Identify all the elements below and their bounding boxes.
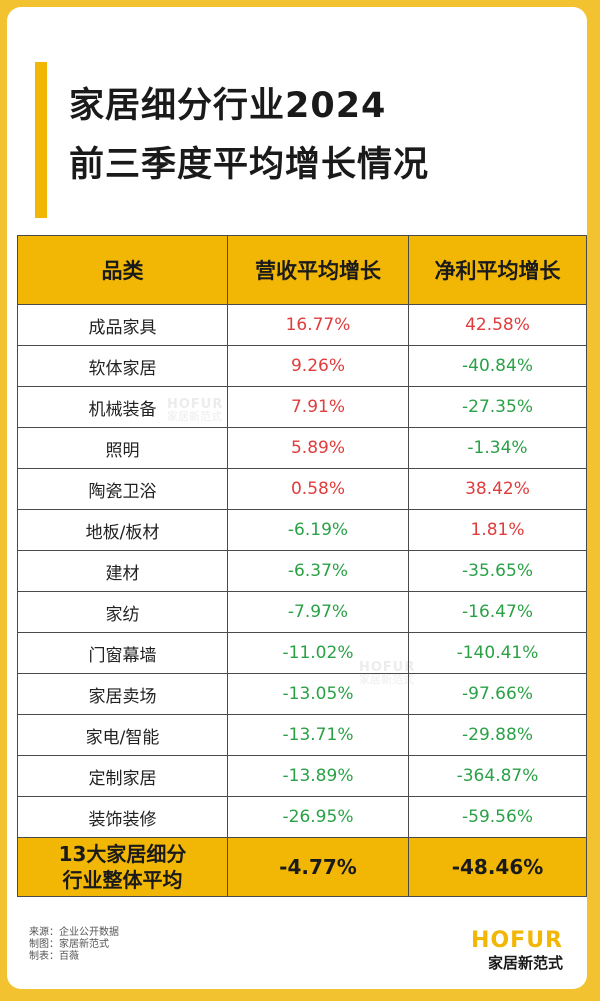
profit-cell: -29.88% xyxy=(408,714,587,756)
category-cell: 建材 xyxy=(17,550,228,592)
profit-cell: -40.84% xyxy=(408,345,587,387)
header-revenue: 营收平均增长 xyxy=(227,235,409,305)
revenue-cell: -6.37% xyxy=(227,550,409,592)
table-row: 家电/智能 -13.71% -29.88% xyxy=(17,714,587,756)
profit-cell: 1.81% xyxy=(408,509,587,551)
table-row: 机械装备 7.91% -27.35% xyxy=(17,386,587,428)
table-by-note: 制表：百薇 xyxy=(29,951,79,962)
table-row: 定制家居 -13.89% -364.87% xyxy=(17,755,587,797)
category-cell: 软体家居 xyxy=(17,345,228,387)
table-row: 地板/板材 -6.19% 1.81% xyxy=(17,509,587,551)
category-cell: 家电/智能 xyxy=(17,714,228,756)
table-row: 成品家具 16.77% 42.58% xyxy=(17,304,587,346)
table-row: 照明 5.89% -1.34% xyxy=(17,427,587,469)
revenue-cell: -26.95% xyxy=(227,796,409,838)
profit-cell: -140.41% xyxy=(408,632,587,674)
table-row: 陶瓷卫浴 0.58% 38.42% xyxy=(17,468,587,510)
profit-cell: -35.65% xyxy=(408,550,587,592)
table-total-row: 13大家居细分 行业整体平均 -4.77% -48.46% xyxy=(17,837,587,897)
profit-cell: -27.35% xyxy=(408,386,587,428)
category-cell: 定制家居 xyxy=(17,755,228,797)
revenue-cell: 0.58% xyxy=(227,468,409,510)
category-cell: 门窗幕墙 xyxy=(17,632,228,674)
category-cell: 家居卖场 xyxy=(17,673,228,715)
revenue-cell: 7.91% xyxy=(227,386,409,428)
total-label-line-1: 13大家居细分 xyxy=(58,842,187,866)
revenue-cell: -13.71% xyxy=(227,714,409,756)
header-profit: 净利平均增长 xyxy=(408,235,587,305)
table-row: 家纺 -7.97% -16.47% xyxy=(17,591,587,633)
revenue-cell: -11.02% xyxy=(227,632,409,674)
table-row: 建材 -6.37% -35.65% xyxy=(17,550,587,592)
source-note: 来源：企业公开数据 xyxy=(29,927,119,938)
category-cell: 家纺 xyxy=(17,591,228,633)
total-label-line-2: 行业整体平均 xyxy=(62,868,183,892)
total-label: 13大家居细分 行业整体平均 xyxy=(17,837,228,897)
revenue-cell: 5.89% xyxy=(227,427,409,469)
total-profit: -48.46% xyxy=(408,837,587,897)
chart-by-note: 制图：家居新范式 xyxy=(29,939,109,950)
category-cell: 成品家具 xyxy=(17,304,228,346)
revenue-cell: -13.89% xyxy=(227,755,409,797)
profit-cell: -59.56% xyxy=(408,796,587,838)
revenue-cell: -13.05% xyxy=(227,673,409,715)
category-cell: 陶瓷卫浴 xyxy=(17,468,228,510)
revenue-cell: 16.77% xyxy=(227,304,409,346)
category-cell: 装饰装修 xyxy=(17,796,228,838)
header-category: 品类 xyxy=(17,235,228,305)
revenue-cell: -7.97% xyxy=(227,591,409,633)
table-row: 装饰装修 -26.95% -59.56% xyxy=(17,796,587,838)
logo-sub: 家居新范式 xyxy=(487,954,563,972)
category-cell: 地板/板材 xyxy=(17,509,228,551)
title-accent-bar xyxy=(35,62,47,218)
profit-cell: -364.87% xyxy=(408,755,587,797)
footer-notes: 来源：企业公开数据 制图：家居新范式 制表：百薇 xyxy=(29,927,119,963)
table-header-row: 品类 营收平均增长 净利平均增长 xyxy=(17,235,587,305)
page-title: 家居细分行业2024 前三季度平均增长情况 xyxy=(69,77,429,195)
brand-logo: HOFUR 家居新范式 xyxy=(471,929,563,973)
total-revenue: -4.77% xyxy=(227,837,409,897)
logo-mark: HOFUR xyxy=(471,928,563,953)
title-line-2: 前三季度平均增长情况 xyxy=(69,145,430,185)
profit-cell: -1.34% xyxy=(408,427,587,469)
profit-cell: -16.47% xyxy=(408,591,587,633)
poster-card: 家居细分行业2024 前三季度平均增长情况 HOFUR 家居新范式 HOFUR … xyxy=(7,7,587,989)
profit-cell: 38.42% xyxy=(408,468,587,510)
table-row: 软体家居 9.26% -40.84% xyxy=(17,345,587,387)
growth-table: 品类 营收平均增长 净利平均增长 成品家具 16.77% 42.58% 软体家居 9.2… xyxy=(17,235,587,897)
revenue-cell: 9.26% xyxy=(227,345,409,387)
category-cell: 机械装备 xyxy=(17,386,228,428)
title-line-1: 家居细分行业2024 xyxy=(69,86,387,126)
revenue-cell: -6.19% xyxy=(227,509,409,551)
table-row: 门窗幕墙 -11.02% -140.41% xyxy=(17,632,587,674)
category-cell: 照明 xyxy=(17,427,228,469)
profit-cell: -97.66% xyxy=(408,673,587,715)
table-row: 家居卖场 -13.05% -97.66% xyxy=(17,673,587,715)
profit-cell: 42.58% xyxy=(408,304,587,346)
table-body: 成品家具 16.77% 42.58% 软体家居 9.26% -40.84% 机械装备 7.91… xyxy=(17,304,587,838)
